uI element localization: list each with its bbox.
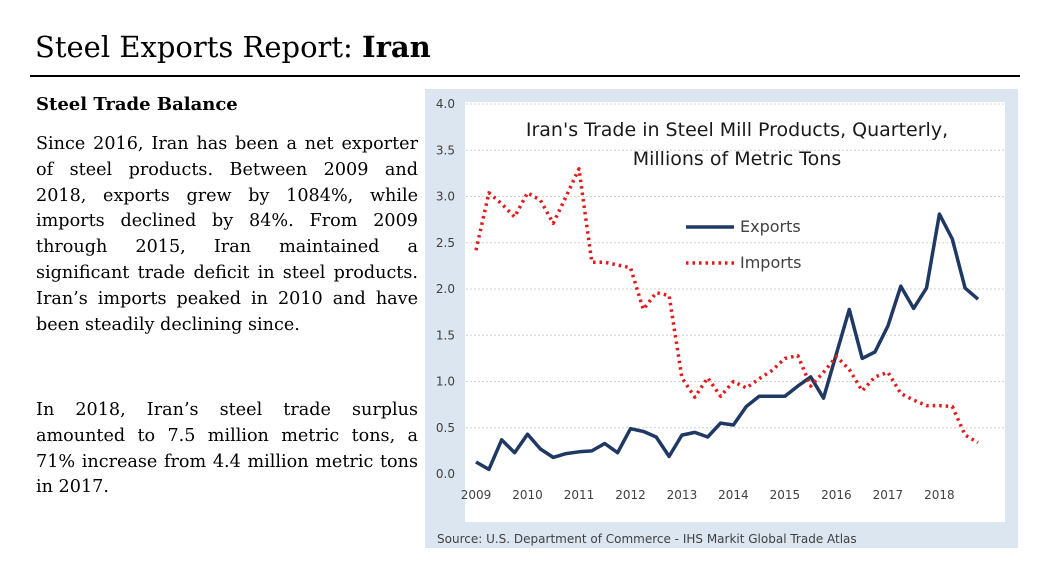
x-axis-ticks: 2009 2010 2011 2012 2013 2014 2015 2016 2017 2018 [461, 488, 955, 502]
y-tick-label: 3.0 [436, 190, 455, 204]
legend-exports-label: Exports [740, 217, 801, 236]
y-tick-label: 1.0 [436, 375, 455, 389]
x-tick-label: 2014 [718, 488, 749, 502]
legend-imports-label: Imports [740, 253, 801, 272]
chart-series [474, 167, 980, 472]
y-tick-label: 0.0 [436, 467, 455, 481]
chart-title-line-1: Iran's Trade in Steel Mill Products, Qua… [526, 119, 948, 141]
x-tick-label: 2017 [873, 488, 904, 502]
x-tick-label: 2015 [770, 488, 801, 502]
exports-line [475, 212, 980, 472]
page-title: Steel Exports Report: Iran [35, 30, 431, 64]
x-tick-label: 2013 [667, 488, 698, 502]
page-title-country: Iran [362, 30, 431, 64]
x-tick-label: 2018 [924, 488, 955, 502]
chart-plot-area [465, 102, 1005, 522]
x-tick-label: 2009 [461, 488, 492, 502]
body-paragraph-2: In 2018, Iran’s steel trade surplus amou… [36, 400, 418, 498]
y-tick-label: 4.0 [436, 97, 455, 111]
y-axis-ticks: 0.0 0.5 1.0 1.5 2.0 2.5 3.0 3.5 4.0 [436, 97, 455, 481]
x-tick-label: 2011 [564, 488, 595, 502]
title-divider [30, 75, 1020, 77]
y-tick-label: 0.5 [436, 421, 455, 435]
x-tick-label: 2010 [512, 488, 543, 502]
body-paragraph-1: Since 2016, Iran has been a net exporter… [36, 134, 418, 335]
y-tick-label: 2.0 [436, 282, 455, 296]
chart-gridlines [466, 103, 1004, 429]
x-tick-label: 2012 [615, 488, 646, 502]
chart-title-line-2: Millions of Metric Tons [633, 148, 842, 170]
imports-line [474, 167, 979, 445]
section-heading: Steel Trade Balance [36, 94, 238, 115]
y-tick-label: 1.5 [436, 328, 455, 342]
x-tick-label: 2016 [821, 488, 852, 502]
y-tick-label: 3.5 [436, 143, 455, 157]
chart-source-note: Source: U.S. Department of Commerce - IH… [437, 532, 857, 546]
y-tick-label: 2.5 [436, 236, 455, 250]
page-title-prefix: Steel Exports Report: [35, 30, 363, 64]
